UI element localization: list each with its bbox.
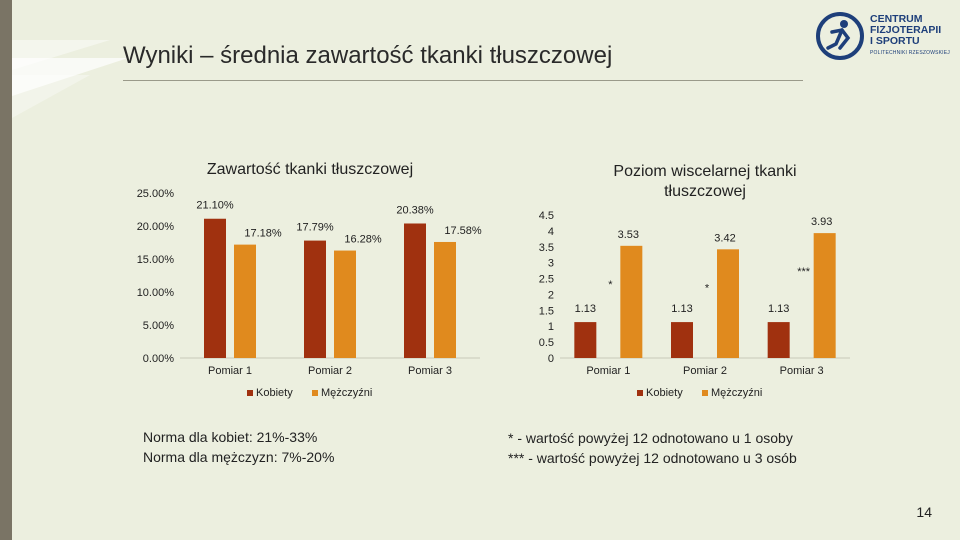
data-label: 20.38%: [396, 204, 434, 216]
norms-note: Norma dla kobiet: 21%-33% Norma dla mężc…: [143, 427, 334, 467]
bar-kobiety: [767, 322, 790, 358]
slide-title: Wyniki – średnia zawartość tkanki tłuszc…: [123, 42, 803, 81]
legend-swatch: [702, 390, 708, 396]
bar-kobiety: [574, 322, 597, 358]
bar-mezczyzni: [717, 249, 739, 358]
y-tick-label: 3.5: [539, 242, 554, 254]
y-tick-label: 0.5: [539, 337, 554, 349]
chart-1: 0.00% 5.00% 10.00% 15.00% 20.00% 25.00% Pomiar…: [137, 188, 482, 399]
data-label: 1.13: [671, 303, 692, 315]
bar-mezczyzni: [434, 241, 456, 358]
asterisk-note-2: *** - wartość powyżej 12 odnotowano u 3 …: [508, 450, 797, 466]
x-tick-label: Pomiar 1: [208, 365, 252, 377]
data-label: 3.53: [618, 229, 639, 241]
legend-label: Kobiety: [646, 387, 683, 399]
norm-women: Norma dla kobiet: 21%-33%: [143, 429, 318, 445]
bar-kobiety: [404, 223, 426, 358]
y-tick-label: 1: [548, 321, 554, 333]
x-tick-label: Pomiar 2: [308, 365, 352, 377]
annotation-label: *: [608, 279, 613, 291]
y-tick-label: 5.00%: [143, 320, 174, 332]
arrow-decoration: [12, 40, 128, 118]
y-tick-label: 25.00%: [137, 188, 175, 200]
legend-label: Mężczyźni: [711, 387, 762, 399]
data-label: 16.28%: [344, 234, 382, 246]
bar-kobiety: [304, 240, 326, 358]
annotation-label: ***: [797, 266, 811, 278]
y-tick-label: 1.5: [539, 305, 554, 317]
data-label: 3.42: [714, 232, 735, 244]
chart-1-title: Zawartość tkanki tłuszczowej: [206, 161, 414, 178]
bar-mezczyzni: [234, 244, 256, 358]
bar-mezczyzni: [813, 233, 836, 358]
page-number: 14: [916, 504, 932, 520]
data-label: 17.79%: [296, 222, 334, 234]
bar-mezczyzni: [620, 245, 643, 358]
logo-line-1: CENTRUM: [870, 13, 923, 25]
logo-icon: [816, 12, 864, 60]
data-label: 21.10%: [196, 200, 234, 212]
asterisk-note-1: * - wartość powyżej 12 odnotowano u 1 os…: [508, 430, 793, 446]
data-label: 3.93: [811, 216, 832, 228]
y-tick-label: 0: [548, 353, 554, 365]
chart-2: 0 0.5 1 1.5 2 2.5 3 3.5 4 4.5 Pomiar 1 1.13 3.53 * Pom…: [539, 210, 850, 399]
chart-2-title: Poziom wiscelarnej tkanki tłuszczowej: [613, 163, 797, 200]
logo-line-2: FIZJOTERAPII: [870, 24, 942, 36]
legend-swatch: [312, 390, 318, 396]
y-tick-label: 4: [548, 226, 554, 238]
bar-kobiety: [671, 322, 693, 358]
x-tick-label: Pomiar 1: [586, 365, 630, 377]
data-label: 1.13: [768, 303, 789, 315]
data-label: 1.13: [575, 303, 596, 315]
y-tick-label: 10.00%: [137, 287, 175, 299]
y-tick-label: 3: [548, 258, 554, 270]
legend-label: Kobiety: [256, 387, 293, 399]
left-decor-band: [0, 0, 12, 540]
y-tick-label: 2: [548, 289, 554, 301]
logo-line-3: I SPORTU: [870, 35, 920, 47]
x-tick-label: Pomiar 3: [408, 365, 452, 377]
logo: CENTRUM FIZJOTERAPII I SPORTU POLITECHNI…: [814, 10, 959, 64]
legend-swatch: [637, 390, 643, 396]
y-tick-label: 15.00%: [137, 254, 175, 266]
norm-men: Norma dla mężczyzn: 7%-20%: [143, 449, 335, 465]
y-tick-label: 4.5: [539, 210, 554, 222]
y-tick-label: 2.5: [539, 274, 554, 286]
x-tick-label: Pomiar 3: [780, 365, 824, 377]
logo-line-4: POLITECHNIKI RZESZOWSKIEJ: [870, 50, 951, 56]
x-tick-label: Pomiar 2: [683, 365, 727, 377]
data-label: 17.58%: [444, 225, 482, 237]
y-tick-label: 0.00%: [143, 353, 174, 365]
legend-label: Mężczyźni: [321, 387, 372, 399]
bar-mezczyzni: [334, 250, 356, 358]
data-label: 17.18%: [244, 228, 282, 240]
bar-kobiety: [204, 218, 226, 358]
legend-swatch: [247, 390, 253, 396]
y-tick-label: 20.00%: [137, 221, 175, 233]
asterisk-note: * - wartość powyżej 12 odnotowano u 1 os…: [508, 428, 797, 468]
annotation-label: *: [705, 282, 710, 294]
